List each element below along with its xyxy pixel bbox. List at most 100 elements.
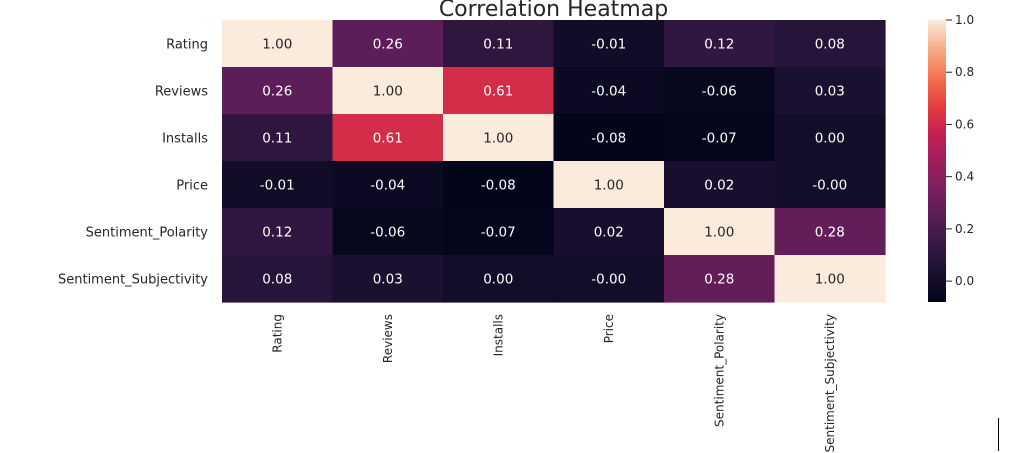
- heatmap-cell-3-3: [553, 161, 665, 209]
- heatmap-cell-4-1: [332, 208, 444, 256]
- column-label-2: Installs: [491, 314, 505, 356]
- cell-value-label-1-2: 0.61: [483, 84, 513, 100]
- heatmap-cell-4-3: [553, 208, 665, 256]
- row-label-1: Reviews: [155, 85, 208, 100]
- cell-value-label-1-0: 0.26: [262, 84, 292, 100]
- heatmap-cell-1-0: [222, 67, 334, 115]
- cell-value-label-2-4: -0.07: [702, 131, 737, 147]
- row-label-5: Sentiment_Subjectivity: [58, 273, 208, 288]
- cell-value-label-4-1: -0.06: [370, 225, 405, 241]
- cell-value-label-0-4: 0.12: [704, 37, 734, 53]
- cell-value-label-4-2: -0.07: [481, 225, 516, 241]
- heatmap-cell-3-1: [332, 161, 444, 209]
- cell-value-label-3-0: -0.01: [260, 178, 295, 194]
- column-label-1: Reviews: [381, 314, 395, 363]
- column-label-3: Price: [602, 314, 616, 343]
- heatmap-cell-5-4: [664, 255, 776, 303]
- cell-value-label-3-3: 1.00: [594, 178, 624, 194]
- heatmap-cell-5-5: [774, 255, 886, 303]
- heatmap-cell-0-2: [443, 20, 555, 68]
- cell-value-label-4-4: 1.00: [704, 225, 734, 241]
- cell-value-label-2-1: 0.61: [373, 131, 403, 147]
- cell-value-label-1-5: 0.03: [815, 84, 845, 100]
- heatmap-cell-5-2: [443, 255, 555, 303]
- cell-value-label-4-0: 0.12: [262, 225, 292, 241]
- cell-value-label-1-4: -0.06: [702, 84, 737, 100]
- chart-title: Correlation Heatmap: [439, 0, 668, 22]
- cell-value-label-4-3: 0.02: [594, 225, 624, 241]
- heatmap-cell-0-3: [553, 20, 665, 68]
- edge-divider: [998, 418, 999, 451]
- heatmap-cell-5-0: [222, 255, 334, 303]
- cell-value-label-1-3: -0.04: [591, 84, 626, 100]
- heatmap-cell-2-3: [553, 114, 665, 162]
- cell-value-label-3-2: -0.08: [481, 178, 516, 194]
- cell-value-label-2-2: 1.00: [483, 131, 513, 147]
- colorbar: 0.0 0.2 0.4 0.6 0.8 1.0: [928, 13, 974, 302]
- heatmap-cell-1-1: [332, 67, 444, 115]
- cell-value-label-0-1: 0.26: [373, 37, 403, 53]
- heatmap-cell-0-4: [664, 20, 776, 68]
- cell-value-label-2-3: -0.08: [591, 131, 626, 147]
- cell-value-label-5-1: 0.03: [373, 272, 403, 288]
- heatmap-cell-2-0: [222, 114, 334, 162]
- cell-value-label-0-0: 1.00: [262, 37, 292, 53]
- heatmap-cell-1-3: [553, 67, 665, 115]
- heatmap-cell-5-1: [332, 255, 444, 303]
- heatmap-cell-2-4: [664, 114, 776, 162]
- cell-value-label-3-1: -0.04: [370, 178, 405, 194]
- heatmap-cell-0-5: [774, 20, 886, 68]
- cell-value-label-0-3: -0.01: [591, 37, 626, 53]
- cell-value-label-3-4: 0.02: [704, 178, 734, 194]
- heatmap-cell-0-0: [222, 20, 334, 68]
- row-label-2: Installs: [162, 132, 208, 147]
- heatmap-cell-4-0: [222, 208, 334, 256]
- column-label-4: Sentiment_Polarity: [712, 314, 726, 427]
- heatmap-cell-1-2: [443, 67, 555, 115]
- cell-value-label-5-3: -0.00: [591, 272, 626, 288]
- colorbar-tick-label-5: 1.0: [955, 13, 974, 27]
- row-labels: Rating Reviews Installs Price Sentiment_Pola…: [58, 38, 208, 288]
- heatmap-cell-2-5: [774, 114, 886, 162]
- colorbar-tick-label-2: 0.4: [955, 170, 974, 184]
- heatmap-cells: 1.00 0.26 0.11 -0.01 0.12 0.08 0.26 1.00 0.61 -0.…: [222, 20, 886, 303]
- heatmap-cell-0-1: [332, 20, 444, 68]
- cell-value-label-2-0: 0.11: [262, 131, 292, 147]
- colorbar-gradient: [928, 20, 946, 302]
- column-label-5: Sentiment_Subjectivity: [823, 314, 837, 452]
- heatmap-cell-2-1: [332, 114, 444, 162]
- heatmap-cell-4-5: [774, 208, 886, 256]
- heatmap-cell-3-0: [222, 161, 334, 209]
- colorbar-ticks: 0.0 0.2 0.4 0.6 0.8 1.0: [946, 13, 974, 288]
- cell-value-label-0-5: 0.08: [815, 37, 845, 53]
- heatmap-cell-1-5: [774, 67, 886, 115]
- cell-value-label-0-2: 0.11: [483, 37, 513, 53]
- cell-value-label-2-5: 0.00: [815, 131, 845, 147]
- row-label-0: Rating: [166, 38, 208, 53]
- heatmap-cell-4-2: [443, 208, 555, 256]
- heatmap-cell-3-4: [664, 161, 776, 209]
- cell-value-label-3-5: -0.00: [812, 178, 847, 194]
- cell-value-label-5-2: 0.00: [483, 272, 513, 288]
- cell-value-label-5-0: 0.08: [262, 272, 292, 288]
- row-label-4: Sentiment_Polarity: [86, 226, 209, 241]
- colorbar-tick-label-4: 0.8: [955, 65, 974, 79]
- colorbar-tick-label-0: 0.0: [955, 274, 974, 288]
- colorbar-tick-label-1: 0.2: [955, 222, 974, 236]
- heatmap-cell-1-4: [664, 67, 776, 115]
- heatmap-cell-2-2: [443, 114, 555, 162]
- row-label-3: Price: [176, 179, 208, 194]
- heatmap-cell-4-4: [664, 208, 776, 256]
- cell-value-label-4-5: 0.28: [815, 225, 845, 241]
- cell-value-label-5-4: 0.28: [704, 272, 734, 288]
- column-label-0: Rating: [270, 314, 284, 353]
- heatmap-cell-5-3: [553, 255, 665, 303]
- column-labels: Rating Reviews Installs Price Sentiment_Pola…: [270, 314, 837, 452]
- colorbar-tick-label-3: 0.6: [955, 117, 974, 131]
- cell-value-label-1-1: 1.00: [373, 84, 403, 100]
- cell-value-label-5-5: 1.00: [815, 272, 845, 288]
- heatmap-cell-3-2: [443, 161, 555, 209]
- heatmap-cell-3-5: [774, 161, 886, 209]
